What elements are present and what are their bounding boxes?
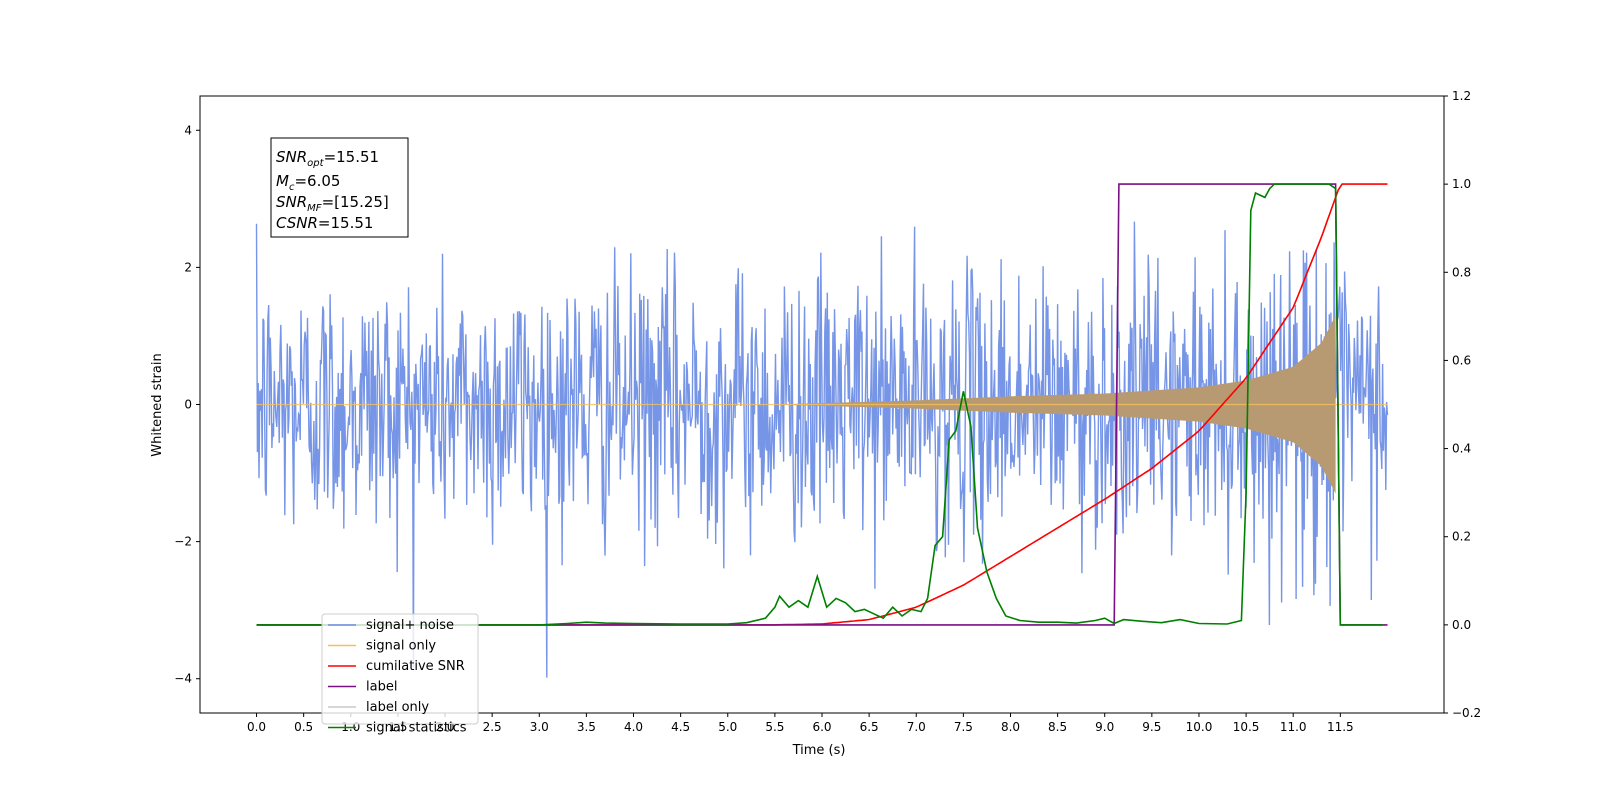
annotation-snr-opt: SNRopt=15.51 [276, 148, 379, 169]
x-tick-label: 0.5 [294, 720, 313, 734]
x-axis: 0.0 0.5 1.0 1.5 2.0 2.5 3.0 3.5 4.0 4.5 5.0 5.5 6.0 6… [247, 713, 1354, 734]
series-signal-statistics [256, 183, 1383, 626]
legend-label: label [366, 680, 397, 695]
x-tick-label: 6.0 [812, 720, 831, 734]
y-tick-label: 2 [184, 260, 192, 274]
y-axis-left: 4 2 0 −2 −4 [174, 123, 200, 686]
x-axis-label: Time (s) [792, 743, 846, 758]
annotation-csnr: CSNR=15.51 [276, 214, 373, 232]
legend-label: cumilative SNR [366, 659, 465, 674]
snr-annotation-box: SNRopt=15.51 Mc=6.05 SNRMF=[15.25] CSNR=… [270, 137, 409, 238]
legend: signal+ noise signal only cumilative SNR la… [321, 613, 479, 736]
y-tick-label: 4 [184, 123, 192, 137]
y-tick-label: −4 [174, 672, 192, 686]
y-tick-label: −2 [174, 535, 192, 549]
legend-label: label only [366, 700, 429, 715]
x-tick-label: 3.5 [577, 720, 596, 734]
y2-tick-label: 0.2 [1452, 530, 1471, 544]
x-tick-label: 3.0 [530, 720, 549, 734]
y2-tick-label: 0.6 [1452, 353, 1471, 367]
y-tick-label: 0 [184, 398, 192, 412]
x-tick-label: 10.0 [1186, 720, 1213, 734]
x-tick-label: 6.5 [860, 720, 879, 734]
x-tick-label: 8.5 [1048, 720, 1067, 734]
annotation-snr-mf: SNRMF=[15.25] [276, 193, 389, 214]
x-tick-label: 7.5 [954, 720, 973, 734]
legend-label: signal+ noise [366, 618, 454, 633]
y2-tick-label: 1.2 [1452, 89, 1471, 103]
x-tick-label: 2.5 [483, 720, 502, 734]
x-tick-label: 5.5 [765, 720, 784, 734]
y2-tick-label: −0.2 [1452, 706, 1481, 720]
y2-tick-label: 0.0 [1452, 618, 1471, 632]
y2-tick-label: 1.0 [1452, 177, 1471, 191]
annotation-chirp-mass: Mc=6.05 [276, 172, 340, 193]
legend-label: signal statistics [366, 721, 467, 736]
x-tick-label: 11.0 [1280, 720, 1307, 734]
legend-label: signal only [366, 639, 436, 654]
x-tick-label: 5.0 [718, 720, 737, 734]
x-tick-label: 10.5 [1233, 720, 1260, 734]
y-axis-label: Whitened strain [150, 353, 165, 456]
x-tick-label: 4.5 [671, 720, 690, 734]
x-tick-label: 4.0 [624, 720, 643, 734]
x-tick-label: 9.0 [1095, 720, 1114, 734]
x-tick-label: 0.0 [247, 720, 266, 734]
x-tick-label: 11.5 [1327, 720, 1354, 734]
y2-tick-label: 0.8 [1452, 265, 1471, 279]
y-axis-right: 1.2 1.0 0.8 0.6 0.4 0.2 0.0 −0.2 [1444, 89, 1481, 720]
x-tick-label: 7.0 [907, 720, 926, 734]
y2-tick-label: 0.4 [1452, 442, 1471, 456]
x-tick-label: 8.0 [1001, 720, 1020, 734]
x-tick-label: 9.5 [1142, 720, 1161, 734]
